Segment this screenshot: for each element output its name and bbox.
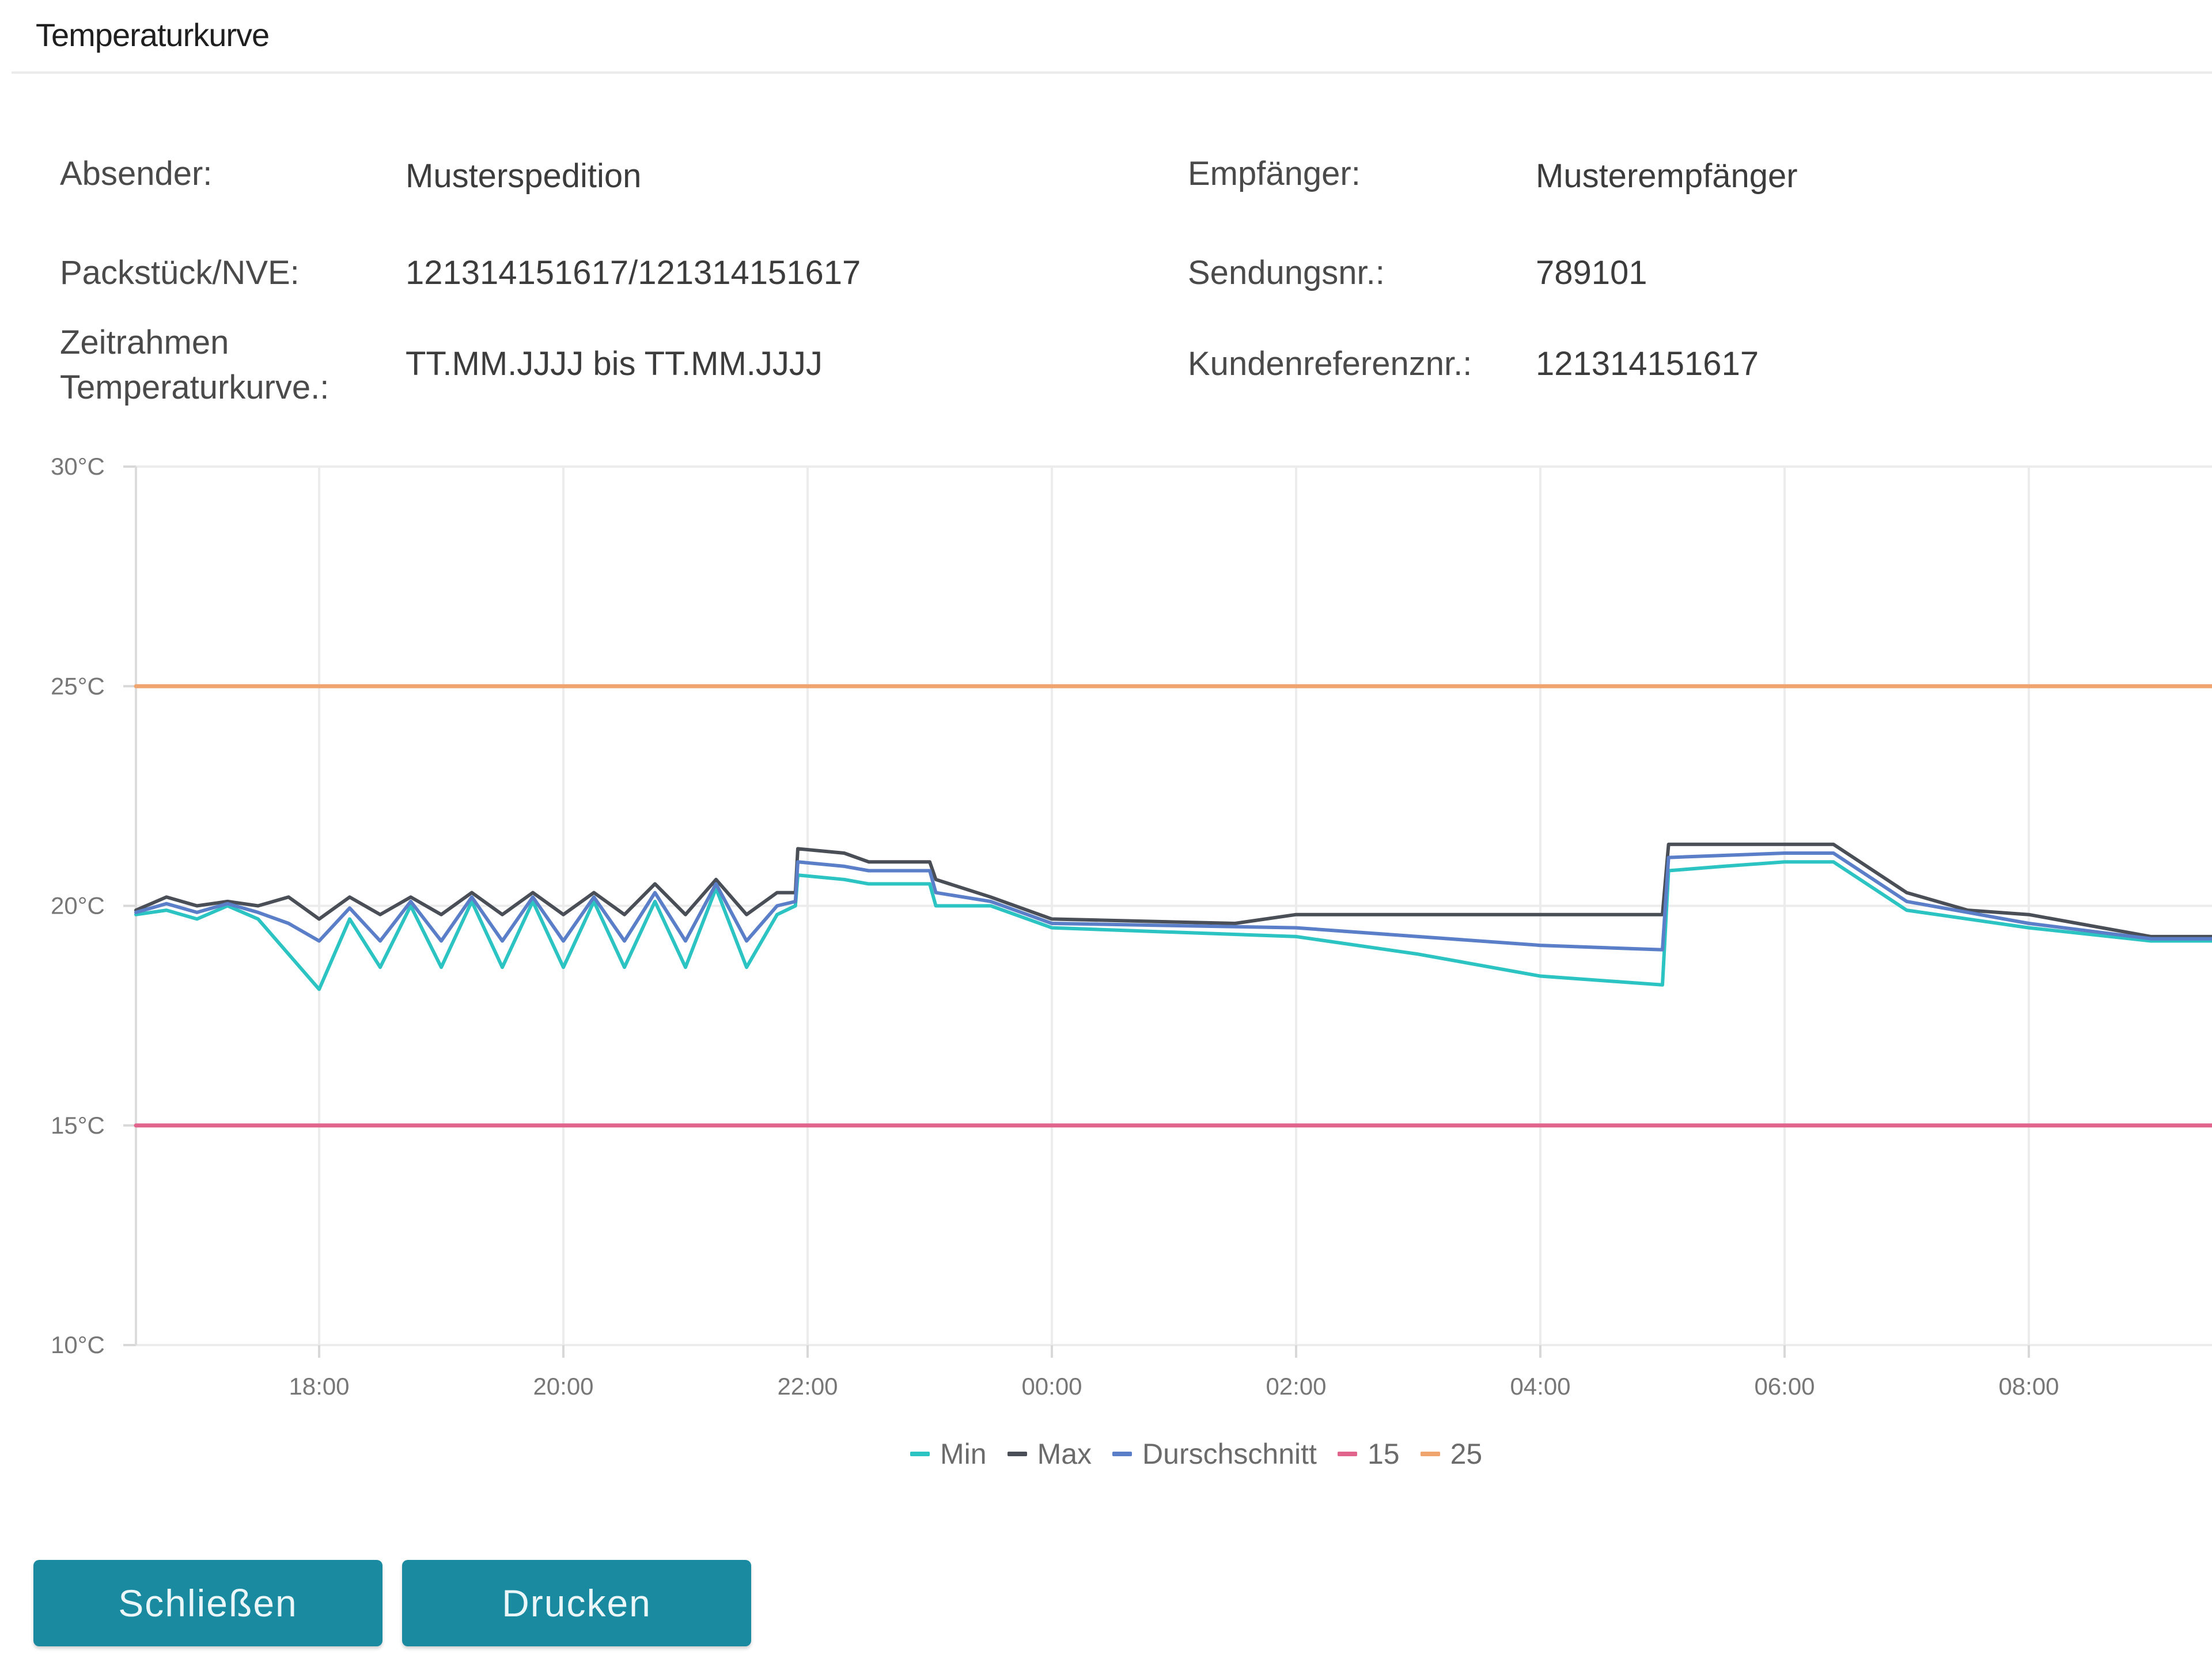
x-tick-label: 20:00 [533,1373,593,1400]
empfaenger-label: Empfänger: [1188,155,1361,192]
x-tick-label: 04:00 [1510,1373,1570,1400]
title-divider [12,71,2212,74]
y-tick-label: 20°C [51,892,105,919]
x-tick-label: 00:00 [1021,1373,1082,1400]
series-line-min [134,860,2212,991]
legend-swatch [1112,1452,1132,1456]
zeitrahmen-value: TT.MM.JJJJ bis TT.MM.JJJJ [406,345,823,382]
print-button[interactable]: Drucken [402,1560,751,1646]
x-tick-label: 08:00 [1998,1373,2059,1400]
y-tick-label: 25°C [51,672,105,699]
kundenref-value: 121314151617 [1536,345,1759,382]
legend-item-min[interactable]: Min [910,1437,987,1471]
packstueck-label: Packstück/NVE: [60,254,300,291]
legend-swatch [1007,1452,1027,1456]
packstueck-value: 121314151617/121314151617 [406,254,861,291]
chart-legend-items: Min Max Durschschnitt 15 25 [910,1437,1503,1471]
series-line-durschschnitt [134,851,2212,952]
sendungsnr-label: Sendungsnr.: [1188,254,1385,291]
y-tick-label: 15°C [51,1112,105,1139]
x-tick-label: 06:00 [1754,1373,1815,1400]
absender-label: Absender: [60,155,213,192]
series-line-max [134,842,2212,938]
close-button[interactable]: Schließen [33,1560,382,1646]
y-tick-label: 30°C [51,453,105,480]
temperature-chart: 30°C 25°C 20°C 15°C 10°C 18:00 20:00 22:00 00:00… [0,438,2212,1486]
zeitrahmen-label: Zeitrahmen Temperaturkurve.: [60,324,329,406]
legend-swatch [1420,1452,1440,1456]
chart-series [134,684,2212,1128]
kundenref-label: Kundenreferenznr.: [1188,345,1472,382]
sendungsnr-value: 789101 [1536,254,1647,291]
x-tick-label: 18:00 [289,1373,349,1400]
legend-item-15[interactable]: 15 [1337,1437,1400,1471]
temperature-chart-svg: 30°C 25°C 20°C 15°C 10°C 18:00 20:00 22:00 00:00… [51,453,2212,1400]
legend-label: Min [940,1438,987,1470]
legend-label: Durschschnitt [1142,1438,1317,1470]
x-tick-label: 02:00 [1266,1373,1326,1400]
chart-tick-labels: 30°C 25°C 20°C 15°C 10°C 18:00 20:00 22:00 00:00… [51,453,2059,1400]
legend-item-25[interactable]: 25 [1420,1437,1483,1471]
x-tick-label: 22:00 [777,1373,838,1400]
absender-value: Musterspedition [406,157,642,195]
legend-label: 15 [1367,1438,1400,1470]
y-tick-label: 10°C [51,1331,105,1358]
legend-swatch [910,1452,930,1456]
legend-label: 25 [1450,1438,1483,1470]
empfaenger-value: Musterempfänger [1536,157,1798,195]
legend-label: Max [1037,1438,1092,1470]
legend-swatch [1337,1452,1357,1456]
legend-item-durschschnitt[interactable]: Durschschnitt [1112,1437,1317,1471]
legend-item-max[interactable]: Max [1007,1437,1092,1471]
dialog-title: Temperaturkurve [36,17,270,53]
